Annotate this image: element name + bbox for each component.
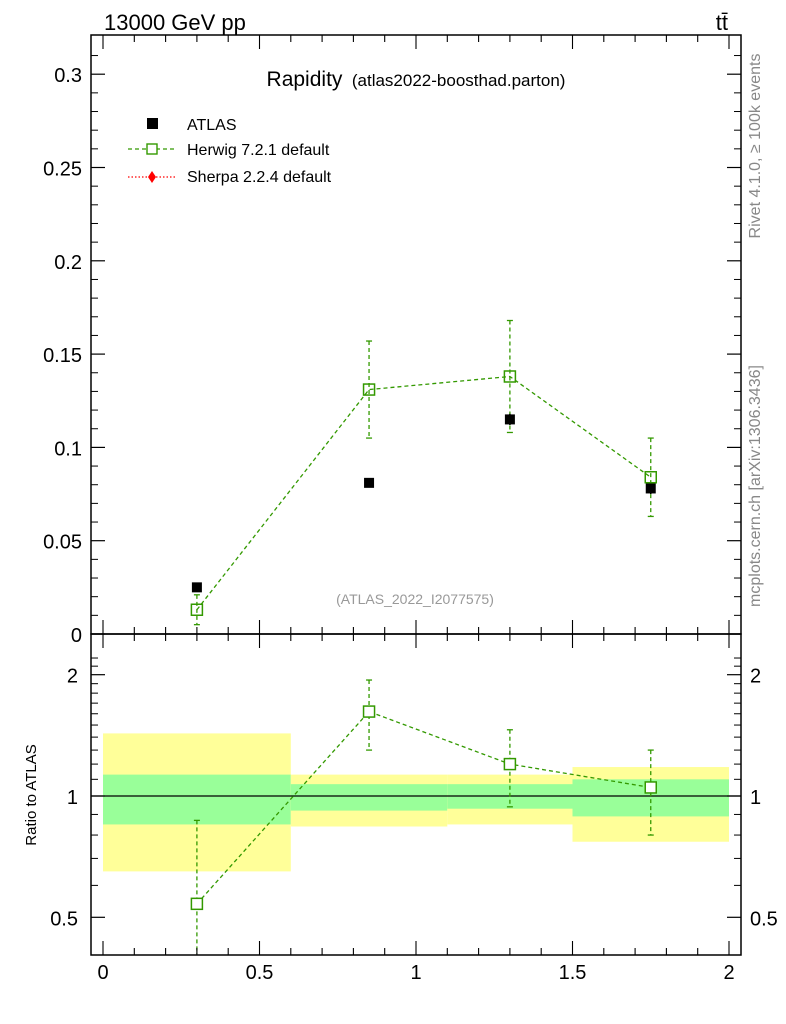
y-tick-label: 0.15 [43, 345, 82, 367]
herwig-ratio-point [644, 781, 657, 794]
ratio-content [91, 679, 741, 954]
ratio-y-tick-label-right: 2 [750, 666, 761, 688]
legend-herwig-marker [146, 143, 158, 155]
plot-title-group: Rapidity (atlas2022-boosthad.parton) [267, 68, 566, 91]
y-tick-label: 0.25 [43, 159, 82, 181]
atlas-data-point [645, 483, 656, 494]
y-tick-label: 0.05 [43, 532, 82, 554]
energy-label: 13000 GeV pp [104, 10, 246, 35]
y-tick-label: 0 [71, 625, 82, 647]
ratio-y-tick-label-right: 0.5 [750, 908, 778, 930]
herwig-ratio-point [503, 757, 517, 771]
herwig-data-point [644, 471, 657, 484]
ratio-ylabel: Ratio to ATLAS [23, 744, 40, 845]
herwig-data-point [190, 603, 204, 616]
plot-subtitle: (atlas2022-boosthad.parton) [352, 71, 566, 90]
herwig-ratio-point [190, 897, 204, 911]
x-tick-label: 2 [723, 962, 734, 984]
process-label: tt̄ [716, 10, 728, 35]
ratio-axes: 0.5 0.5 1 1 2 2 0 0.5 1 1.5 2 [50, 634, 778, 984]
analysis-id-watermark: (ATLAS_2022_I2077575) [336, 591, 494, 607]
ratio-y-tick-label: 0.5 [50, 908, 78, 930]
ratio-green-band [103, 774, 291, 825]
herwig-ratio-point [362, 705, 376, 718]
x-tick-label: 1.5 [559, 962, 587, 984]
legend-atlas-label: ATLAS [187, 117, 237, 134]
legend-sherpa-marker [148, 171, 156, 183]
legend: ATLAS Herwig 7.2.1 default Sherpa 2.2.4 … [128, 117, 332, 186]
atlas-data-point [504, 414, 515, 425]
x-tick-label: 0 [97, 962, 108, 984]
plot-title: Rapidity [267, 68, 343, 91]
ratio-y-tick-label: 2 [67, 666, 78, 688]
rivet-label: Rivet 4.1.0, ≥ 100k events [747, 54, 764, 239]
mcplots-label: mcplots.cern.ch [arXiv:1306.3436] [747, 365, 764, 607]
ratio-bands [103, 733, 729, 872]
main-axes: 0 0.05 0.1 0.15 0.2 0.25 0.3 [43, 35, 741, 647]
ratio-green-band [290, 784, 448, 811]
y-tick-label: 0.3 [54, 65, 82, 87]
herwig-data-point [362, 383, 376, 396]
atlas-data-point [191, 582, 202, 593]
legend-atlas-marker [147, 118, 158, 129]
y-tick-label: 0.1 [54, 438, 82, 460]
legend-sherpa-label: Sherpa 2.2.4 default [187, 169, 332, 186]
herwig-line [196, 375, 652, 611]
herwig-ratio-line [196, 710, 651, 905]
ratio-y-tick-label-right: 1 [750, 787, 761, 809]
legend-herwig-label: Herwig 7.2.1 default [187, 142, 330, 159]
x-tick-label: 0.5 [246, 962, 274, 984]
herwig-data-point [503, 370, 517, 383]
ratio-y-tick-label: 1 [67, 787, 78, 809]
x-tick-label: 1 [410, 962, 421, 984]
atlas-data-point [364, 477, 375, 488]
main-content [190, 319, 657, 626]
y-tick-label: 0.2 [54, 252, 82, 274]
